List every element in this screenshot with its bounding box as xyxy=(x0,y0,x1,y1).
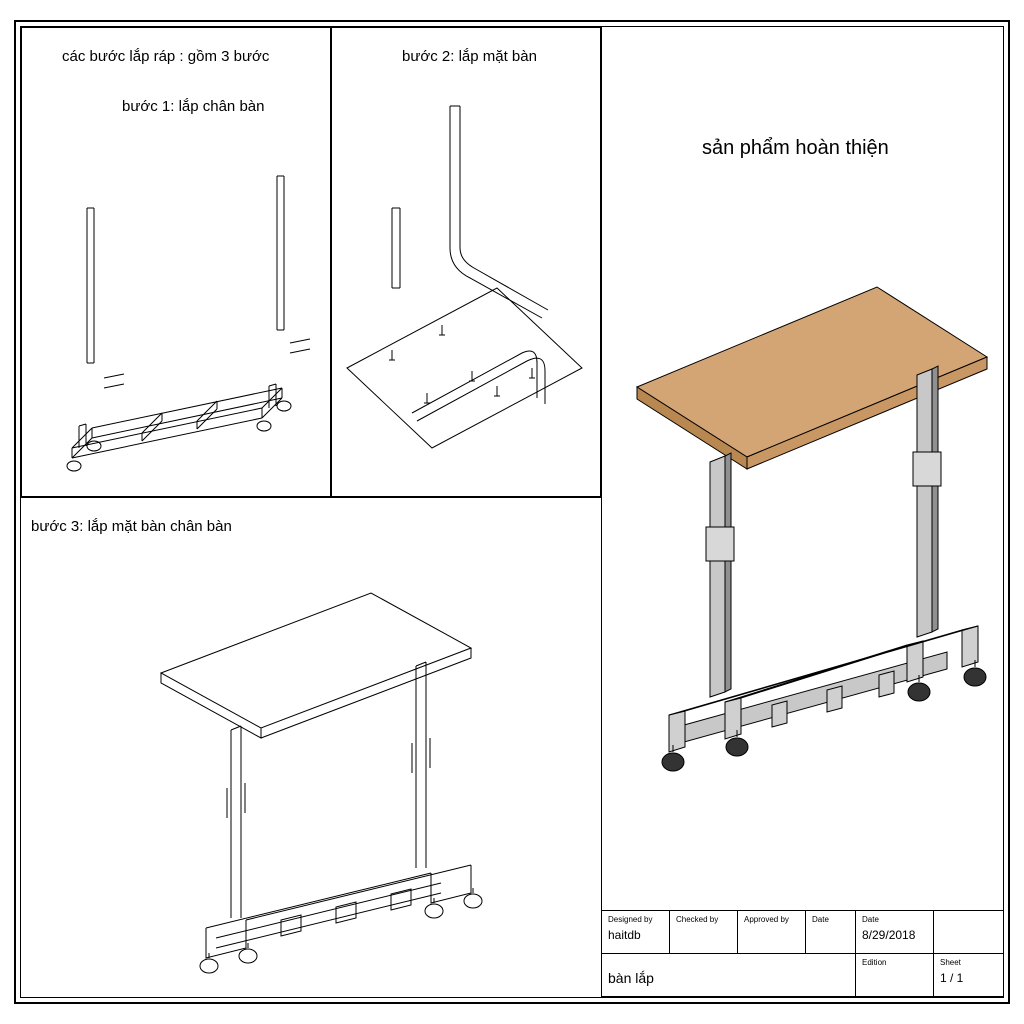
designed-by-label: Designed by xyxy=(608,915,663,924)
designed-by-cell: Designed by haitdb xyxy=(602,911,670,953)
sheet-label: Sheet xyxy=(940,958,999,967)
step3-label: bước 3: lắp mặt bàn chân bàn xyxy=(31,518,232,535)
date1-cell: Date xyxy=(806,911,856,953)
panel-final: sản phẩm hoàn thiện xyxy=(601,27,1004,997)
title-block: Designed by haitdb Checked by Approved b… xyxy=(601,910,1004,996)
title-block-row2: bàn lắp Edition Sheet 1 / 1 xyxy=(602,954,1004,997)
date-value: 8/29/2018 xyxy=(862,928,927,942)
edition-cell: Edition xyxy=(856,954,934,997)
date-cell: Date 8/29/2018 xyxy=(856,911,934,953)
panel-step2: bước 2: lắp mặt bàn xyxy=(331,27,601,497)
edition-label: Edition xyxy=(862,958,927,967)
approved-by-cell: Approved by xyxy=(738,911,806,953)
designed-by-value: haitdb xyxy=(608,928,663,942)
checked-by-label: Checked by xyxy=(676,915,731,924)
sheet-value: 1 / 1 xyxy=(940,971,999,985)
sheet-cell: Sheet 1 / 1 xyxy=(934,954,1005,997)
final-label: sản phẩm hoàn thiện xyxy=(702,137,889,160)
final-drawing xyxy=(607,237,1002,797)
date-label: Date xyxy=(862,915,927,924)
panel-step1: các bước lắp ráp : gồm 3 bước bước 1: lắ… xyxy=(21,27,331,497)
document-name-cell: bàn lắp xyxy=(602,954,856,997)
step1-drawing xyxy=(32,168,322,488)
document-name: bàn lắp xyxy=(608,958,849,986)
inner-frame: các bước lắp ráp : gồm 3 bước bước 1: lắ… xyxy=(20,26,1004,998)
panel-step3: bước 3: lắp mặt bàn chân bàn xyxy=(21,497,601,997)
date1-label: Date xyxy=(812,915,849,924)
main-title: các bước lắp ráp : gồm 3 bước xyxy=(62,48,269,65)
step2-drawing xyxy=(342,88,592,488)
checked-by-cell: Checked by xyxy=(670,911,738,953)
step3-drawing xyxy=(141,558,501,988)
approved-by-label: Approved by xyxy=(744,915,799,924)
blank-cell xyxy=(934,911,1005,953)
step2-label: bước 2: lắp mặt bàn xyxy=(402,48,537,65)
step1-label: bước 1: lắp chân bàn xyxy=(122,98,264,115)
title-block-row1: Designed by haitdb Checked by Approved b… xyxy=(602,911,1004,954)
